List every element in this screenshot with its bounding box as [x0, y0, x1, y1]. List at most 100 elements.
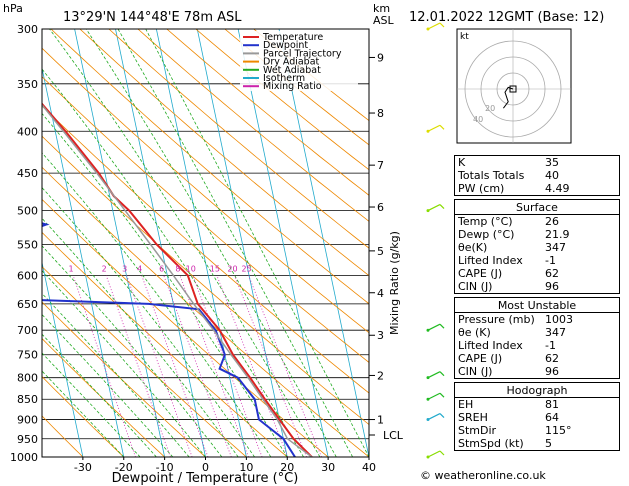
surface-index-row: Lifted Index -1 — [455, 254, 619, 267]
dry-adiabat-line — [42, 76, 369, 363]
pressure-tick-label: 600 — [17, 269, 38, 282]
dry-adiabat-line — [108, 29, 369, 249]
mixing-ratio-label: 8 — [175, 264, 180, 273]
pressure-tick-label: 700 — [17, 324, 38, 337]
legend-item-label: Mixing Ratio — [263, 81, 322, 92]
isotherm-line — [196, 29, 288, 457]
mixing-ratio-label: 4 — [137, 264, 142, 273]
wet-adiabat-line — [42, 152, 272, 457]
hodograph-index-value: 81 — [545, 398, 559, 411]
isotherm-line — [0, 29, 1, 457]
dry-adiabat-line — [79, 29, 369, 277]
wet-adiabat-line — [145, 29, 369, 457]
mixing-ratio-line — [105, 275, 171, 457]
wet-adiabat-line — [85, 29, 337, 457]
storm-motion-marker — [509, 85, 517, 93]
hodograph-index-row: StmSpd (kt) 5 — [455, 437, 619, 450]
most-unstable-index-value: 1003 — [545, 313, 573, 326]
wind-barb — [427, 22, 441, 30]
wind-barb-dot — [426, 397, 430, 401]
legend-item-label: Temperature — [262, 32, 323, 43]
wet-adiabat-line — [42, 245, 223, 457]
surface-index-row: Temp (°C) 26 — [455, 215, 619, 228]
surface-index-value: 26 — [545, 215, 559, 228]
most-unstable-title: Most Unstable — [455, 298, 619, 313]
most-unstable-index-row: Pressure (mb) 1003 — [455, 313, 619, 326]
wind-barb — [427, 450, 441, 458]
wind-barb-dot — [426, 129, 430, 133]
general-index-row: PW (cm) 4.49 — [455, 182, 619, 195]
asl-unit: ASL — [373, 14, 395, 27]
wind-barb-flag — [439, 392, 445, 398]
dry-adiabat-line — [42, 376, 125, 457]
hodograph-ring-label: 20 — [485, 104, 495, 113]
wet-adiabat-line — [42, 270, 206, 457]
wind-barb-flag — [439, 450, 445, 456]
temperature-tick-label: -20 — [115, 461, 133, 474]
mixing-ratio-label: 15 — [210, 264, 220, 273]
dry-adiabat-line — [42, 105, 369, 394]
x-axis-label: Dewpoint / Temperature (°C) — [112, 471, 299, 486]
pressure-tick-label: 900 — [17, 414, 38, 427]
surface-index-row: CAPE (J) 62 — [455, 267, 619, 280]
most-unstable-index-row: CAPE (J) 62 — [455, 352, 619, 365]
hodograph-index-row: SREH 64 — [455, 411, 619, 424]
dewpoint-profile — [42, 222, 296, 457]
dry-adiabat-line — [166, 29, 369, 196]
hodograph-index-row: StmDir 115° — [455, 424, 619, 437]
legend-item-label: Wet Adiabat — [263, 65, 321, 76]
km-tick-label: 7 — [377, 159, 384, 172]
wind-barb — [427, 413, 441, 421]
general-index-label: PW (cm) — [458, 182, 505, 195]
lcl-label: LCL — [383, 429, 404, 442]
pressure-tick-label: 500 — [17, 205, 38, 218]
pressure-tick-label: 1000 — [10, 451, 38, 464]
general-index-value: 4.49 — [545, 182, 570, 195]
wet-adiabat-line — [42, 352, 141, 457]
general-index-row: Totals Totals 40 — [455, 169, 619, 182]
surface-title: Surface — [455, 200, 619, 215]
wind-barb-flag — [439, 413, 445, 418]
most-unstable-index-row: Lifted Index -1 — [455, 339, 619, 352]
dry-adiabat-line — [42, 415, 84, 457]
hodograph-index-row: EH 81 — [455, 398, 619, 411]
mixing-ratio-axis-label: Mixing Ratio (g/kg) — [388, 231, 401, 335]
hodograph-unit: kt — [460, 32, 469, 42]
km-tick-label: 4 — [377, 287, 384, 300]
hodograph-index-label: SREH — [458, 411, 488, 424]
most-unstable-index-label: Pressure (mb) — [458, 313, 535, 326]
surface-indices: Surface Temp (°C) 26 Dewp (°C) 21.9 θe(K) 347… — [454, 199, 620, 294]
general-index-label: Totals Totals — [458, 169, 525, 182]
dry-adiabat-line — [42, 301, 206, 457]
mixing-ratio-label: 20 — [227, 264, 237, 273]
surface-index-label: Lifted Index — [458, 254, 523, 267]
dry-adiabat-line — [50, 29, 369, 305]
surface-index-value: 21.9 — [545, 228, 570, 241]
wind-barb-flag — [439, 22, 445, 28]
km-tick-label: 5 — [377, 245, 384, 258]
wind-barb-dot — [426, 209, 430, 213]
km-tick-label: 2 — [377, 369, 384, 382]
mixing-ratio-label: 1 — [69, 264, 74, 273]
isotherm-line — [74, 29, 166, 457]
temperature-tick-label: 20 — [280, 461, 294, 474]
legend-item-label: Dry Adiabat — [263, 57, 320, 68]
legend-item-label: Dewpoint — [263, 40, 308, 51]
wind-barb — [427, 371, 441, 379]
wet-adiabat-line — [42, 68, 304, 457]
surface-index-label: Temp (°C) — [458, 215, 513, 228]
legend-item-label: Isotherm — [263, 73, 305, 84]
wind-barb-dot — [426, 328, 430, 332]
surface-index-label: θe(K) — [458, 241, 488, 254]
hodograph-index-value: 115° — [545, 424, 572, 437]
wind-barb-dot — [426, 376, 430, 380]
legend-item-label: Parcel Trajectory — [263, 48, 342, 59]
mixing-ratio-label: 2 — [102, 264, 107, 273]
pressure-tick-label: 950 — [17, 433, 38, 446]
mixing-ratio-label: 10 — [186, 264, 196, 273]
most-unstable-index-value: 96 — [545, 365, 559, 378]
km-tick-label: 3 — [377, 329, 384, 342]
surface-index-value: 62 — [545, 267, 559, 280]
